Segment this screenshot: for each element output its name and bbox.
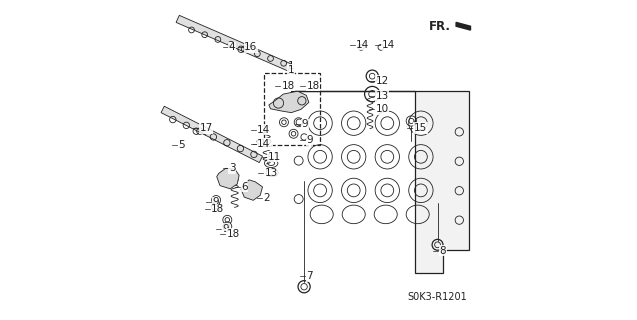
Text: 4: 4	[229, 42, 236, 52]
Polygon shape	[176, 15, 291, 71]
Text: 15: 15	[414, 123, 427, 133]
Text: 12: 12	[375, 76, 389, 86]
Text: 2: 2	[264, 193, 270, 203]
Polygon shape	[456, 22, 471, 30]
Text: 18: 18	[282, 81, 295, 91]
Polygon shape	[291, 91, 469, 273]
Text: 9: 9	[222, 224, 229, 234]
Text: 9: 9	[212, 197, 219, 207]
Polygon shape	[241, 180, 262, 200]
Text: 8: 8	[440, 246, 446, 256]
Polygon shape	[161, 106, 262, 163]
Text: 14: 14	[382, 40, 395, 50]
Text: S0K3-R1201: S0K3-R1201	[408, 292, 467, 302]
Text: 10: 10	[375, 104, 389, 115]
Text: 12: 12	[260, 139, 273, 149]
Text: 17: 17	[199, 123, 213, 133]
Polygon shape	[217, 168, 239, 189]
Text: 13: 13	[265, 168, 278, 179]
Text: 11: 11	[268, 152, 281, 162]
Text: 7: 7	[306, 271, 313, 282]
Text: 14: 14	[257, 139, 270, 149]
Text: 1: 1	[288, 61, 294, 71]
Text: 18: 18	[306, 81, 320, 91]
Text: 3: 3	[229, 163, 236, 173]
Text: 9: 9	[306, 135, 313, 145]
Text: 13: 13	[375, 91, 389, 101]
Text: 5: 5	[178, 140, 185, 150]
Text: 1: 1	[288, 65, 294, 75]
Text: 16: 16	[244, 42, 257, 52]
Text: 14: 14	[356, 40, 369, 50]
Text: 18: 18	[211, 204, 225, 214]
Polygon shape	[269, 91, 309, 113]
Text: 18: 18	[226, 228, 240, 239]
Text: 14: 14	[257, 124, 270, 135]
Text: 6: 6	[241, 182, 248, 192]
Text: 9: 9	[302, 119, 308, 129]
Text: FR.: FR.	[429, 20, 451, 33]
